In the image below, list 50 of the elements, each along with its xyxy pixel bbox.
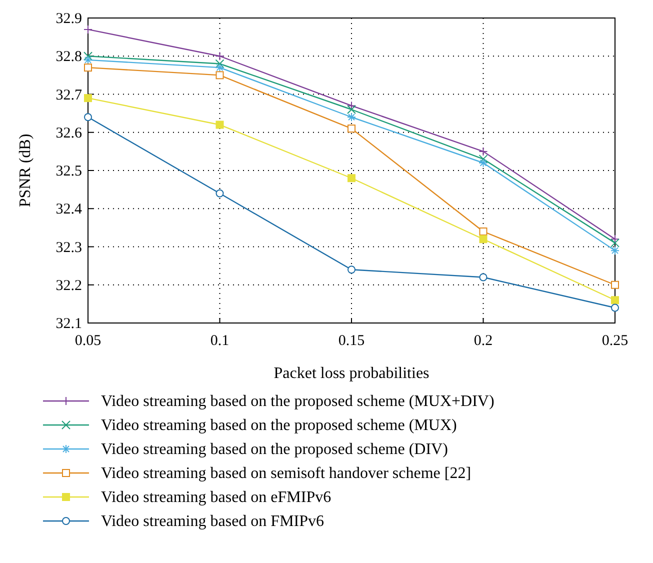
x-tick-label: 0.25	[602, 333, 628, 349]
point	[216, 189, 224, 198]
point	[348, 124, 356, 133]
x-tick-label: 0.05	[74, 333, 102, 349]
point	[215, 59, 224, 68]
point	[610, 246, 620, 256]
point	[478, 146, 488, 156]
y-tick-label: 32.9	[56, 11, 82, 27]
legend-label: Video streaming based on the proposed scheme (MUX)	[101, 417, 457, 434]
y-tick-label: 32.1	[56, 316, 82, 332]
y-tick-label: 32.5	[56, 164, 82, 180]
x-tick-label: 0.1	[210, 333, 230, 349]
y-tick-label: 32.4	[56, 202, 82, 218]
legend-label: Video streaming based on the proposed scheme (MUX+DIV)	[101, 393, 494, 410]
point	[84, 94, 92, 102]
point	[84, 113, 92, 122]
point	[479, 235, 488, 244]
point	[479, 228, 488, 236]
point	[611, 296, 619, 304]
y-tick-label: 32.6	[56, 125, 82, 142]
point	[347, 112, 356, 122]
point	[84, 55, 92, 64]
legend-label: Video streaming based on the proposed scheme (DIV)	[101, 441, 448, 458]
y-tick-label: 32.3	[56, 240, 82, 256]
legend-label: Video streaming based on eFMIPv6	[101, 489, 332, 506]
point	[84, 52, 92, 61]
point	[348, 266, 356, 274]
point	[215, 52, 224, 61]
x-axis-title: Packet loss probabilities	[274, 365, 430, 382]
point	[610, 238, 620, 248]
y-tick-label: 32.8	[56, 49, 82, 66]
point	[348, 174, 356, 182]
x-tick-label: 0.15	[338, 333, 365, 349]
point	[611, 304, 619, 312]
y-tick-label: 32.7	[56, 87, 82, 104]
point	[611, 280, 619, 289]
point	[216, 71, 224, 80]
y-tick-label: 32.2	[56, 278, 82, 294]
y-axis-title: PSNR (dB)	[17, 134, 34, 208]
legend-label: Video streaming based on FMIPv6	[101, 513, 324, 530]
point	[478, 154, 488, 164]
legend-label: Video streaming based on semisoft handover scheme [22]	[101, 465, 472, 482]
point	[84, 64, 92, 72]
point	[84, 24, 92, 34]
point	[216, 120, 224, 129]
x-tick-label: 0.2	[474, 333, 493, 349]
point	[478, 158, 488, 168]
point	[479, 273, 488, 282]
point	[215, 63, 224, 72]
point	[347, 105, 356, 114]
